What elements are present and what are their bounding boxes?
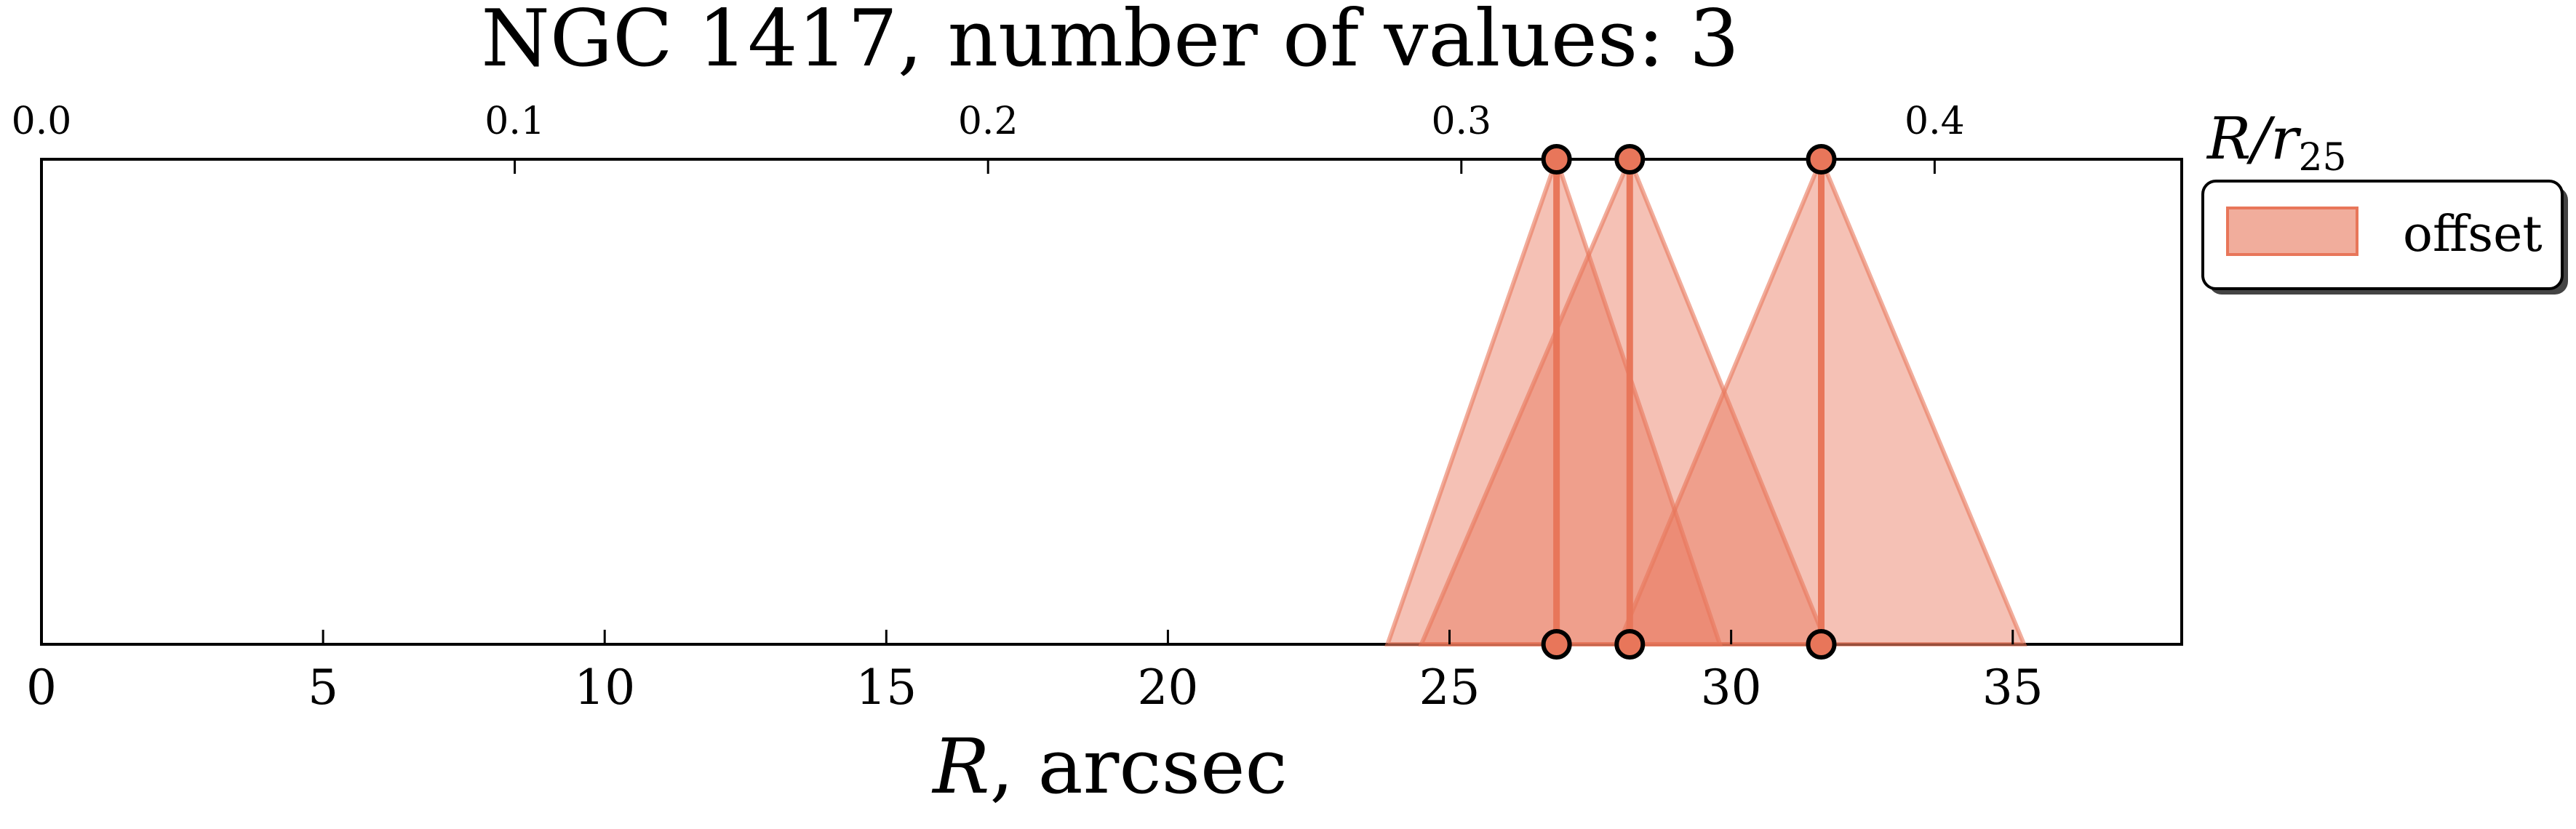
secondary-axis-label: R/r25 [2206,105,2347,180]
legend-label-offset: offset [2403,206,2543,263]
chart-title: NGC 1417, number of values: 3 [481,0,1739,84]
x2-tick-label-2: 0.2 [958,100,1018,143]
secondary-axis-label-var: R/r [2206,105,2302,172]
x-axis-label: R, arcsec [931,722,1288,811]
plot-area [40,144,2183,660]
legend-swatch-offset [2226,207,2358,256]
x-tick-label-3: 15 [856,660,917,716]
x-tick-label-4: 20 [1137,660,1198,716]
series-offset [1384,144,2027,660]
x-tick-label-2: 10 [574,660,635,716]
x2-tick-label-4: 0.4 [1905,100,1965,143]
legend: offset [2201,180,2568,295]
x-tick-label-7: 35 [1982,660,2043,716]
bottom-axis-tick-labels: 0 5 10 15 20 25 30 35 [26,660,2043,716]
x-tick-label-6: 30 [1701,660,1762,716]
offset-point-bottom-2 [1806,629,1837,660]
x-axis-label-rest: , arcsec [990,722,1288,811]
x-axis-label-var: R [931,722,989,811]
offset-point-bottom-0 [1541,629,1572,660]
offset-point-bottom-1 [1614,629,1646,660]
offset-point-top-1 [1614,144,1646,175]
offset-point-top-2 [1806,144,1837,175]
x-tick-label-1: 5 [308,660,338,716]
plot-frame [40,158,2183,646]
axis-ticks [40,159,2014,644]
x-tick-label-5: 25 [1419,660,1480,716]
offset-point-top-0 [1541,144,1572,175]
x-tick-label-0: 0 [26,660,57,716]
secondary-axis-label-sub: 25 [2298,136,2346,180]
top-axis-tick-labels: 0.0 0.1 0.2 0.3 0.4 [12,100,1965,143]
x2-tick-label-1: 0.1 [485,100,545,143]
x2-tick-label-3: 0.3 [1431,100,1491,143]
x2-tick-label-0: 0.0 [12,100,72,143]
